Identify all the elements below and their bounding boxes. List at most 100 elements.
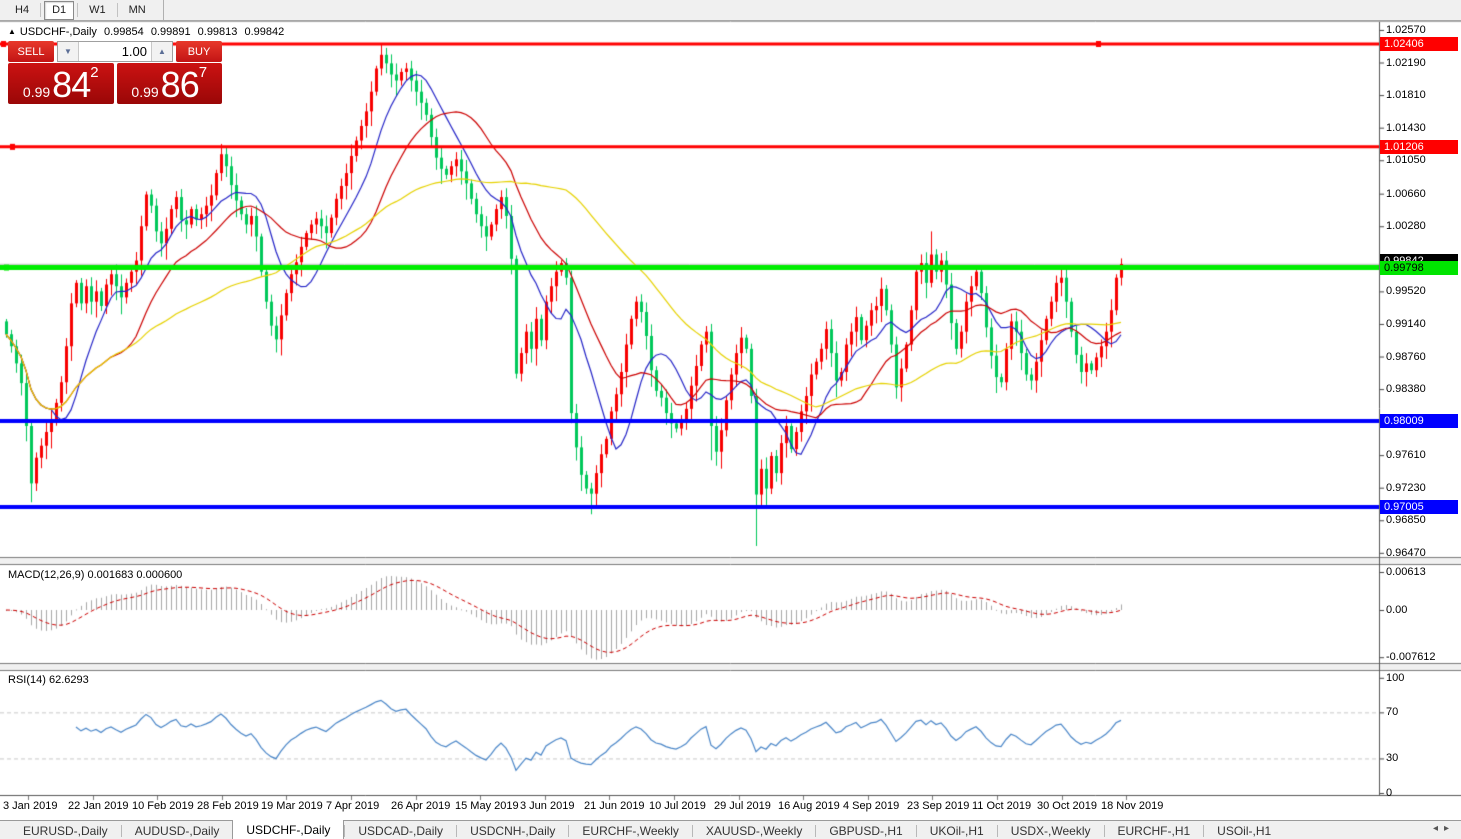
timeframe-button-mn[interactable]: MN [128, 3, 146, 16]
price-tick: 1.02570 [1386, 23, 1426, 36]
hline-price-flag-0.99798: 0.99798 [1380, 260, 1458, 275]
chart-tab-eurchfh1[interactable]: EURCHF-,H1 [1117, 823, 1191, 838]
buy-price-pip: 7 [198, 64, 208, 81]
tab-separator [815, 824, 817, 837]
chart-header: ▲ USDCHF-,Daily 0.99854 0.99891 0.99813 0… [8, 26, 284, 38]
chart-tab-eurchfweekly[interactable]: EURCHF-,Weekly [582, 823, 679, 838]
hline-price-flag-1.01206: 1.01206 [1380, 139, 1458, 154]
chart-tab-usdcaddaily[interactable]: USDCAD-,Daily [358, 823, 444, 838]
date-label: 23 Sep 2019 [907, 800, 970, 812]
chart-tab-usdcnhdaily[interactable]: USDCNH-,Daily [470, 823, 556, 838]
rsi-label: RSI(14) 62.6293 [8, 674, 89, 686]
tab-scroll-right-icon: ▸ [1443, 823, 1455, 834]
price-tick: 0.99140 [1386, 317, 1426, 330]
buy-price-base: 0.99 [131, 84, 159, 100]
tab-separator [120, 824, 122, 837]
chart-tab-gbpusdh1[interactable]: GBPUSD-,H1 [829, 823, 903, 838]
chart-title: USDCHF-,Daily [19, 26, 97, 38]
price-tick: 0.96850 [1386, 514, 1426, 527]
timeframe-button-d1[interactable]: D1 [44, 0, 75, 20]
rsi-value: 62.6293 [48, 674, 89, 686]
quote-high: 0.99891 [150, 26, 191, 38]
date-label: 16 Aug 2019 [778, 800, 840, 812]
toolbar-separator [77, 3, 79, 17]
quote-close: 0.99842 [244, 26, 285, 38]
date-label: 10 Jul 2019 [649, 800, 706, 812]
date-label: 4 Sep 2019 [843, 800, 900, 812]
macd-tick: -0.007612 [1386, 651, 1436, 664]
price-tick: 1.01810 [1386, 89, 1426, 102]
chart-tab-usdxweekly[interactable]: USDX-,Weekly [1010, 823, 1091, 838]
toolbar-separator [40, 3, 42, 17]
buy-price-big: 86 [160, 64, 200, 105]
chart-tab-usoilh1[interactable]: USOil-,H1 [1217, 823, 1272, 838]
price-tick: 0.97230 [1386, 481, 1426, 494]
tab-separator [344, 824, 346, 837]
date-label: 28 Feb 2019 [197, 800, 259, 812]
rsi-tick: 30 [1386, 752, 1399, 765]
hline-price-flag-1.02406: 1.02406 [1380, 37, 1458, 51]
date-label: 15 May 2019 [455, 800, 519, 812]
tab-separator [996, 824, 998, 837]
tab-separator [691, 824, 693, 837]
chart-tab-xauusdweekly[interactable]: XAUUSD-,Weekly [705, 823, 803, 838]
buy-button[interactable]: BUY [176, 41, 222, 62]
quote-low: 0.99813 [197, 26, 238, 38]
volume-spinner: ▼ ▲ [57, 41, 173, 62]
one-click-trading-panel: SELL ▼ ▲ BUY 0.99 84 2 0.99 86 7 [8, 41, 222, 104]
toolbar-group-separator [162, 0, 164, 20]
tab-separator [456, 824, 458, 837]
volume-input[interactable] [79, 42, 151, 61]
price-tick: 0.99520 [1386, 285, 1426, 298]
macd-tick: 0.00 [1386, 604, 1408, 616]
rsi-tick: 70 [1386, 706, 1399, 719]
chart-tab-eurusddaily[interactable]: EURUSD-,Daily [23, 823, 108, 838]
chart-tab-bar: EURUSD-,Daily AUDUSD-,Daily USDCHF-,Daily U… [0, 820, 1461, 839]
chart-tab-usdchfdaily[interactable]: USDCHF-,Daily [232, 820, 345, 839]
collapse-arrow-icon[interactable]: ▲ [8, 27, 16, 36]
macd-tick: 0.00613 [1386, 566, 1426, 578]
timeframe-button-w1[interactable]: W1 [89, 3, 106, 16]
chart-tab-ukoilh1[interactable]: UKOil-,H1 [929, 823, 984, 838]
quote-open: 0.99854 [103, 26, 144, 38]
tab-scroll-arrows[interactable]: ◂▸ [1433, 823, 1455, 834]
sell-price-big: 84 [52, 64, 91, 105]
volume-decrease-icon[interactable]: ▼ [58, 42, 79, 61]
date-label: 18 Nov 2019 [1101, 800, 1164, 812]
volume-increase-icon[interactable]: ▲ [151, 42, 172, 61]
price-tick: 1.01050 [1386, 154, 1426, 167]
timeframe-button-h4[interactable]: H4 [15, 3, 30, 16]
timeframe-toolbar: H4 D1 W1 MN [0, 0, 1461, 21]
sell-price-base: 0.99 [22, 84, 51, 100]
tab-separator [915, 824, 917, 837]
buy-price-box[interactable]: 0.99 86 7 [116, 63, 222, 105]
price-tick: 0.98760 [1386, 350, 1426, 363]
price-tick: 0.97610 [1386, 449, 1426, 462]
date-label: 11 Oct 2019 [972, 800, 1032, 812]
date-label: 19 Mar 2019 [261, 800, 323, 812]
date-label: 10 Feb 2019 [132, 800, 194, 812]
sell-button[interactable]: SELL [8, 41, 54, 62]
hline-price-flag-0.98009: 0.98009 [1380, 413, 1458, 428]
date-label: 3 Jan 2019 [3, 800, 58, 812]
rsi-tick: 0 [1386, 787, 1393, 799]
date-label: 7 Apr 2019 [326, 800, 380, 812]
price-tick: 1.00280 [1386, 220, 1426, 233]
price-tick: 0.98380 [1386, 383, 1426, 396]
price-tick: 0.96470 [1386, 546, 1426, 559]
rsi-tick: 100 [1386, 671, 1405, 684]
tab-separator [1203, 824, 1205, 837]
hline-price-flag-0.97005: 0.97005 [1380, 499, 1458, 514]
date-label: 21 Jun 2019 [584, 800, 645, 812]
sell-price-pip: 2 [90, 64, 99, 81]
macd-label: MACD(12,26,9) 0.001683 0.000600 [8, 569, 183, 581]
date-label: 26 Apr 2019 [391, 800, 451, 812]
date-label: 22 Jan 2019 [68, 800, 129, 812]
chart-tab-audusddaily[interactable]: AUDUSD-,Daily [134, 823, 220, 838]
macd-values: 0.001683 0.000600 [87, 569, 183, 581]
sell-price-box[interactable]: 0.99 84 2 [8, 63, 114, 104]
price-tick: 1.00660 [1386, 187, 1426, 200]
date-label: 29 Jul 2019 [714, 800, 771, 812]
